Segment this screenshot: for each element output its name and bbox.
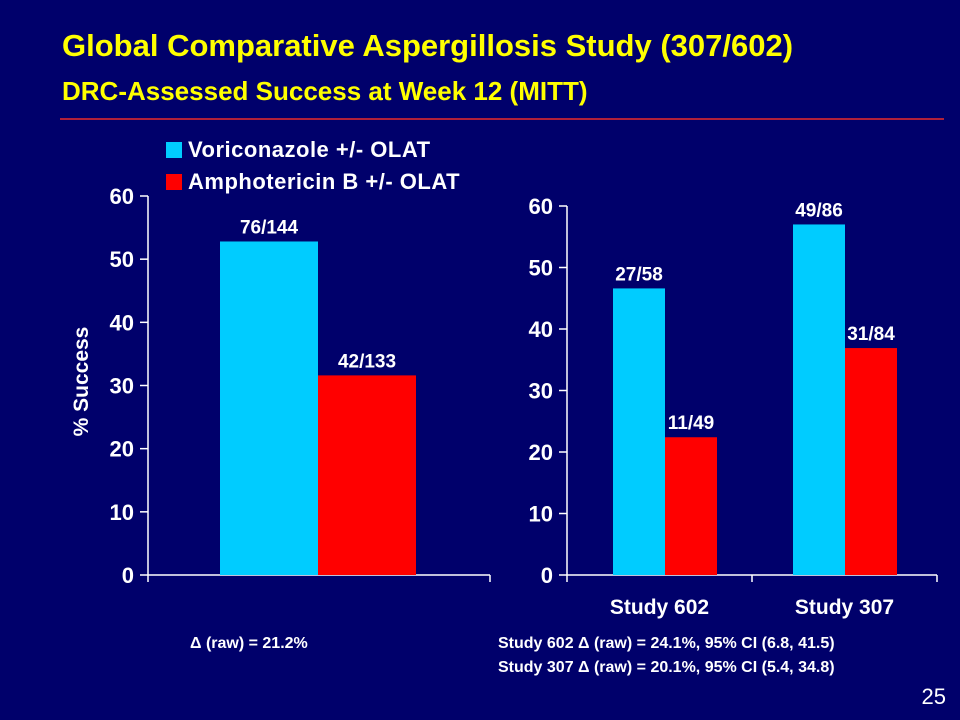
- y-tick-label-0-6: 60: [110, 184, 134, 209]
- legend-item-voriconazole: Voriconazole +/- OLAT: [166, 134, 460, 166]
- bar-0-0-1: [318, 375, 416, 575]
- bar-1-1-0: [793, 224, 845, 575]
- y-tick-label-0-2: 20: [110, 437, 134, 462]
- bar-1-0-1: [665, 437, 717, 575]
- bar-0-0-0: [220, 241, 318, 576]
- slide-subtitle: DRC-Assessed Success at Week 12 (MITT): [62, 76, 588, 106]
- slide-title: Global Comparative Aspergillosis Study (…: [62, 28, 794, 63]
- y-axis-label-0: % Success: [70, 327, 93, 437]
- title-divider: [60, 118, 944, 120]
- bar-label-0-0-1: 42/133: [338, 351, 396, 372]
- y-tick-label-1-2: 20: [529, 440, 553, 465]
- right-delta-note-602: Study 602 Δ (raw) = 24.1%, 95% CI (6.8, …: [498, 635, 835, 652]
- y-tick-label-0-4: 40: [110, 310, 134, 335]
- legend-swatch-amphotericin: [166, 174, 182, 190]
- y-tick-label-1-3: 30: [529, 379, 553, 404]
- right-delta-note-307: Study 307 Δ (raw) = 20.1%, 95% CI (5.4, …: [498, 659, 835, 676]
- y-tick-label-1-1: 10: [529, 502, 553, 527]
- y-tick-label-1-5: 50: [529, 256, 553, 281]
- y-tick-label-1-4: 40: [529, 317, 553, 342]
- page-number: 25: [921, 684, 946, 709]
- bar-label-1-1-1: 31/84: [847, 324, 895, 345]
- x-category-label-1-0: Study 602: [610, 596, 709, 619]
- bar-label-1-0-0: 27/58: [615, 264, 663, 285]
- y-tick-label-0-5: 50: [110, 247, 134, 272]
- y-tick-label-1-0: 0: [541, 563, 553, 588]
- y-tick-label-0-1: 10: [110, 500, 134, 525]
- chart-legend: Voriconazole +/- OLAT Amphotericin B +/-…: [166, 134, 460, 198]
- legend-label-amphotericin: Amphotericin B +/- OLAT: [188, 169, 461, 194]
- left-delta-note: Δ (raw) = 21.2%: [190, 635, 308, 652]
- y-tick-label-1-6: 60: [529, 194, 553, 219]
- y-tick-label-0-3: 30: [110, 374, 134, 399]
- bar-1-1-1: [845, 348, 897, 575]
- legend-item-amphotericin: Amphotericin B +/- OLAT: [166, 166, 460, 198]
- bar-label-0-0-0: 76/144: [240, 217, 299, 238]
- legend-label-voriconazole: Voriconazole +/- OLAT: [188, 137, 431, 162]
- bar-label-1-0-1: 11/49: [668, 413, 715, 434]
- bar-1-0-0: [613, 288, 665, 575]
- x-category-label-1-1: Study 307: [795, 596, 894, 619]
- bar-label-1-1-0: 49/86: [795, 200, 843, 221]
- legend-swatch-voriconazole: [166, 142, 182, 158]
- y-tick-label-0-0: 0: [122, 563, 134, 588]
